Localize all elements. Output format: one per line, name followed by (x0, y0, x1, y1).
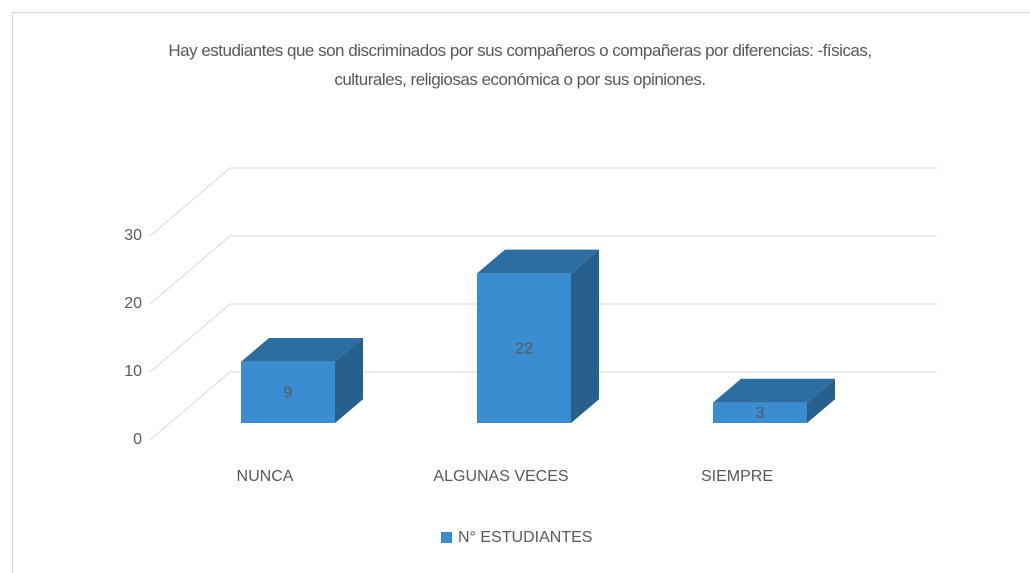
x-tick-label: SIEMPRE (701, 468, 773, 485)
legend-label: N° ESTUDIANTES (458, 529, 592, 546)
bar-top (713, 378, 835, 403)
data-label: 9 (284, 385, 293, 402)
chart-frame (12, 12, 1030, 573)
bar-top (241, 338, 363, 362)
y-tick-label: 30 (124, 227, 142, 244)
grid-line (149, 303, 937, 373)
bar-side (571, 249, 599, 423)
y-tick-label: 10 (124, 363, 142, 380)
bar-top (477, 249, 599, 274)
bar-front (241, 361, 335, 423)
data-label: 3 (756, 405, 765, 422)
legend-swatch (441, 532, 452, 543)
y-tick-label: 20 (124, 295, 142, 312)
x-tick-label: NUNCA (237, 468, 294, 485)
chart-title: Hay estudiantes que son discriminados po… (168, 41, 872, 89)
bar-front (477, 273, 571, 423)
bar-side (335, 338, 363, 423)
grid-line (149, 167, 937, 237)
x-tick-label: ALGUNAS VECES (433, 468, 568, 485)
bar-side (807, 378, 835, 423)
bar-front (713, 402, 807, 423)
grid-line (149, 371, 937, 441)
data-label: 22 (515, 340, 533, 357)
y-tick-label: 0 (133, 431, 142, 448)
grid-line (149, 235, 937, 305)
